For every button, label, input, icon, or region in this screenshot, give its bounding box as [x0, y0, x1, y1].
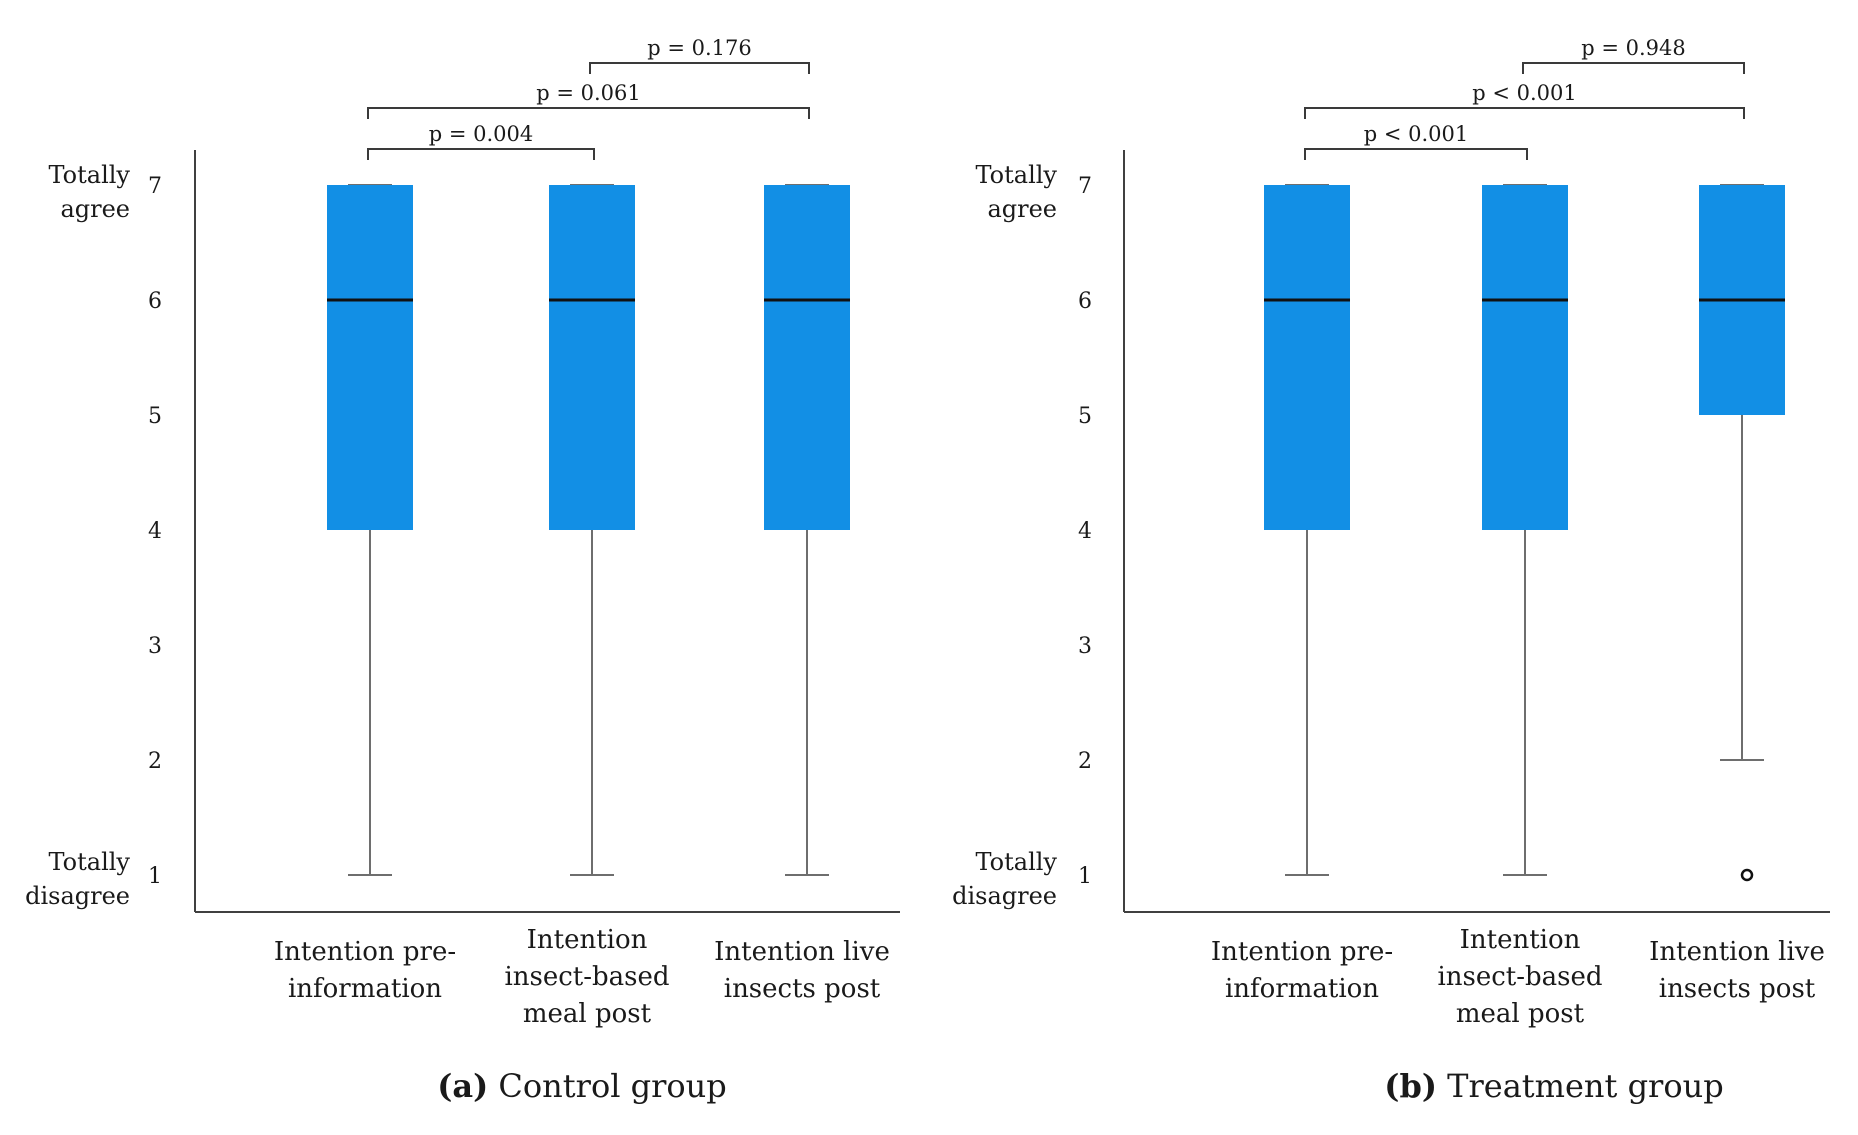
y-end-label-top: Totally — [49, 161, 131, 189]
y-end-label-bottom: Totally — [976, 848, 1058, 876]
x-category-label: Intention live — [1649, 937, 1825, 967]
y-end-label-bottom: disagree — [25, 882, 130, 910]
caption-text: Treatment group — [1437, 1067, 1724, 1105]
y-end-label-bottom: Totally — [49, 848, 131, 876]
x-category-label: insect-based — [1437, 962, 1602, 992]
y-tick-label: 4 — [1078, 519, 1092, 544]
significance-bracket — [1522, 62, 1745, 74]
y-tick-label: 2 — [148, 749, 162, 774]
panel-treatment-group: 1 2 3 4 5 6 7 Totally agree Totally disagree Intent… — [952, 36, 1830, 1105]
panel-control-group: 1 2 3 4 5 6 7 Totally agree Totally disagree Intent… — [25, 36, 900, 1105]
iqr-box — [327, 185, 413, 530]
p-value-label: p = 0.061 — [536, 81, 641, 105]
x-category-label: information — [1225, 974, 1379, 1004]
x-category-label: Intention — [1460, 925, 1581, 955]
box-plot-2 — [1482, 184, 1568, 876]
significance-bracket — [367, 107, 810, 119]
x-category-label: meal post — [1456, 999, 1585, 1029]
iqr-box — [1482, 185, 1568, 530]
x-category-label: insects post — [724, 974, 881, 1004]
y-tick-label: 2 — [1078, 749, 1092, 774]
iqr-box — [549, 185, 635, 530]
y-end-label-bottom: disagree — [952, 882, 1057, 910]
outlier-point — [1740, 868, 1754, 882]
y-tick-label: 4 — [148, 519, 162, 544]
y-tick-label: 7 — [1078, 174, 1092, 199]
y-end-label-top: agree — [60, 195, 130, 223]
panel-caption: (b) Treatment group — [1384, 1067, 1723, 1105]
significance-bracket — [1304, 148, 1528, 160]
x-category-label: Intention pre- — [1211, 937, 1393, 967]
caption-letter: (a) — [437, 1067, 488, 1105]
y-tick-label: 7 — [148, 174, 162, 199]
y-tick-label: 6 — [1078, 289, 1092, 314]
x-category-label: information — [288, 974, 442, 1004]
panel-caption: (a) Control group — [437, 1067, 727, 1105]
p-value-label: p = 0.176 — [647, 36, 752, 60]
y-tick-label: 5 — [1078, 404, 1092, 429]
y-tick-label: 1 — [1078, 864, 1092, 889]
y-tick-label: 5 — [148, 404, 162, 429]
x-category-label: meal post — [523, 999, 652, 1029]
caption-letter: (b) — [1384, 1067, 1437, 1105]
iqr-box — [1264, 185, 1350, 530]
x-category-label: insect-based — [504, 962, 669, 992]
box-plot-1 — [327, 184, 413, 876]
x-category-label: Intention live — [714, 937, 890, 967]
box-plot-1 — [1264, 184, 1350, 876]
caption-text: Control group — [488, 1067, 727, 1105]
x-category-label: Intention — [527, 925, 648, 955]
significance-bracket — [1304, 107, 1745, 119]
y-tick-label: 3 — [1078, 634, 1092, 659]
y-tick-label: 3 — [148, 634, 162, 659]
box-plot-3 — [1699, 184, 1785, 882]
p-value-label: p < 0.001 — [1472, 81, 1577, 105]
x-category-label: Intention pre- — [274, 937, 456, 967]
p-value-label: p = 0.948 — [1581, 36, 1686, 60]
p-value-label: p < 0.001 — [1364, 122, 1469, 146]
iqr-box — [764, 185, 850, 530]
significance-bracket — [589, 62, 810, 74]
x-category-label: insects post — [1659, 974, 1816, 1004]
y-tick-label: 6 — [148, 289, 162, 314]
significance-bracket — [367, 148, 595, 160]
y-end-label-top: Totally — [976, 161, 1058, 189]
box-plot-2 — [549, 184, 635, 876]
box-plot-3 — [764, 184, 850, 876]
p-value-label: p = 0.004 — [429, 122, 534, 146]
y-end-label-top: agree — [987, 195, 1057, 223]
y-tick-label: 1 — [148, 864, 162, 889]
